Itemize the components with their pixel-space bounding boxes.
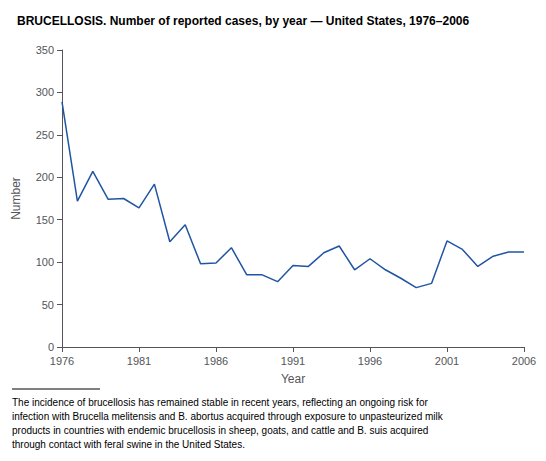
svg-text:250: 250 — [36, 129, 54, 141]
svg-text:100: 100 — [36, 256, 54, 268]
svg-text:2001: 2001 — [435, 355, 459, 367]
svg-text:50: 50 — [42, 299, 54, 311]
svg-text:1996: 1996 — [358, 355, 382, 367]
svg-text:1986: 1986 — [204, 355, 228, 367]
svg-text:200: 200 — [36, 171, 54, 183]
svg-text:through contact with feral swi: through contact with feral swine in the … — [12, 439, 245, 450]
svg-text:1976: 1976 — [50, 355, 74, 367]
svg-text:Number: Number — [9, 177, 23, 220]
svg-text:BRUCELLOSIS. Number of reporte: BRUCELLOSIS. Number of reported cases, b… — [17, 14, 469, 28]
svg-text:0: 0 — [48, 341, 54, 353]
svg-text:300: 300 — [36, 86, 54, 98]
svg-text:2006: 2006 — [512, 355, 536, 367]
svg-text:products in countries with end: products in countries with endemic bruce… — [12, 425, 428, 436]
svg-text:infection with Brucella melite: infection with Brucella melitensis and B… — [12, 411, 444, 422]
svg-text:Year: Year — [281, 372, 305, 386]
svg-text:350: 350 — [36, 44, 54, 56]
svg-text:1991: 1991 — [281, 355, 305, 367]
svg-text:The incidence of brucellosis h: The incidence of brucellosis has remaine… — [12, 397, 428, 408]
svg-text:150: 150 — [36, 214, 54, 226]
svg-text:1981: 1981 — [127, 355, 151, 367]
